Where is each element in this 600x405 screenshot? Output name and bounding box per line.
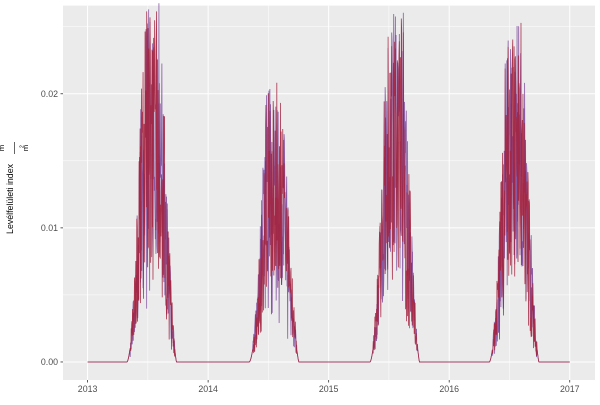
svg-text:2: 2 — [20, 145, 26, 148]
svg-text:2: 2 — [0, 145, 2, 148]
svg-text:2013: 2013 — [78, 384, 98, 394]
svg-text:Levélfelületi index: Levélfelületi index — [5, 163, 15, 234]
svg-text:2016: 2016 — [439, 384, 459, 394]
svg-text:0.02: 0.02 — [41, 89, 58, 99]
svg-text:0.01: 0.01 — [41, 223, 58, 233]
svg-text:2017: 2017 — [560, 384, 580, 394]
svg-text:2014: 2014 — [198, 384, 218, 394]
svg-text:0.00: 0.00 — [41, 357, 58, 367]
svg-text:2015: 2015 — [319, 384, 339, 394]
